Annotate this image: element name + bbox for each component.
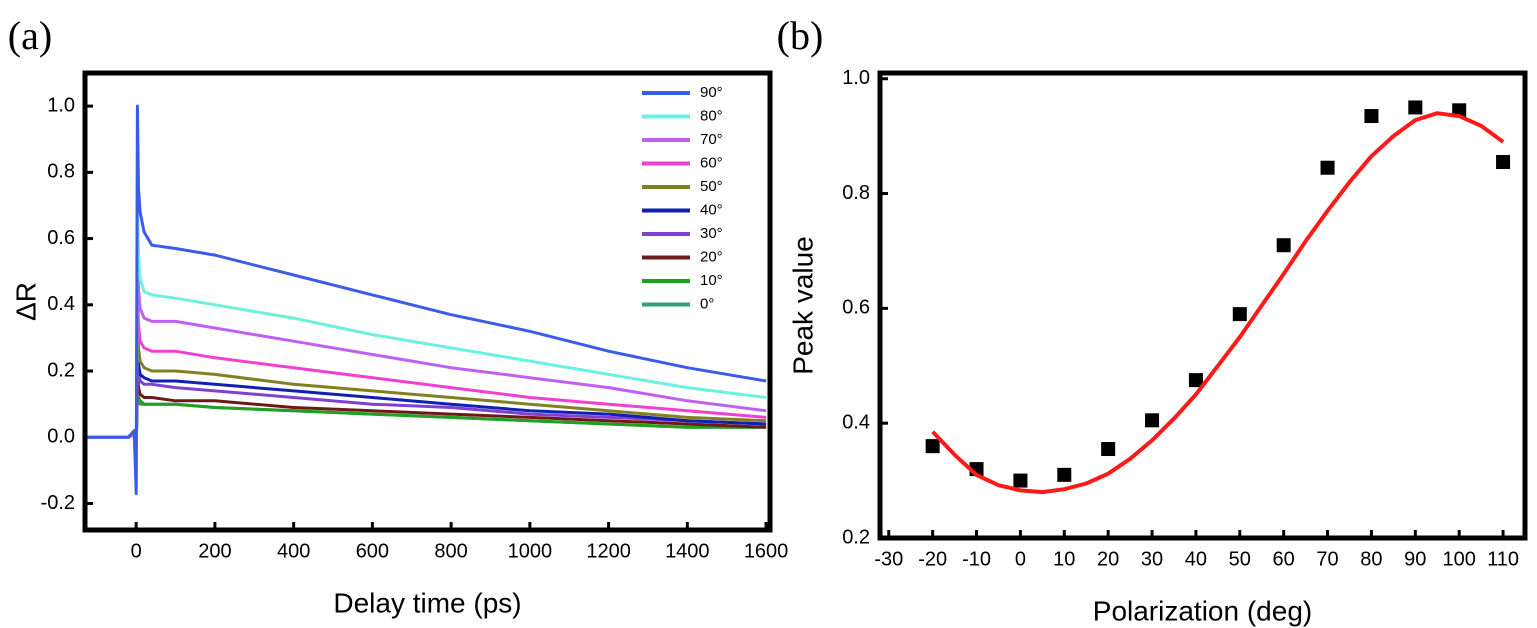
y-tick-label: 0.8 — [47, 161, 75, 183]
x-tick-label: 100 — [1442, 548, 1475, 570]
x-tick-label: 30 — [1141, 548, 1163, 570]
data-line — [931, 111, 1505, 495]
legend-label: 0° — [700, 295, 714, 312]
plot-frame — [82, 70, 773, 533]
legend-label: 70° — [700, 131, 723, 148]
marker — [1013, 473, 1028, 488]
y-tick-label: 0.2 — [47, 359, 75, 381]
legend-label: 60° — [700, 154, 723, 171]
x-tick-label: 70 — [1316, 548, 1338, 570]
x-tick-label: 50 — [1229, 548, 1251, 570]
y-tick-label: 0.8 — [842, 182, 870, 204]
x-tick-label: 1200 — [586, 540, 631, 562]
marker — [1232, 307, 1247, 322]
y-tick-label: 0.4 — [47, 293, 75, 315]
x-tick-label: 1600 — [744, 540, 789, 562]
x-axis-title: Polarization (deg) — [1093, 595, 1312, 626]
x-tick-label: 20 — [1097, 548, 1119, 570]
legend-label: 30° — [700, 225, 723, 242]
legend-label: 80° — [700, 107, 723, 124]
y-tick-label: 0.6 — [842, 297, 870, 319]
y-tick-label: 0.0 — [47, 426, 75, 448]
x-tick-label: 1400 — [665, 540, 710, 562]
marker — [1101, 442, 1116, 457]
x-tick-label: 60 — [1273, 548, 1295, 570]
x-tick-label: 0 — [131, 540, 142, 562]
legend-label: 10° — [700, 272, 723, 289]
panel-label: (a) — [8, 13, 52, 58]
panel: (b) -30 -20 -10 0 10 20 30 40 50 60 70 80 90 100 110 0.2… — [777, 13, 1528, 626]
x-tick-label: -30 — [874, 548, 903, 570]
y-tick-label: 0.2 — [842, 526, 870, 548]
x-tick-label: 90 — [1404, 548, 1426, 570]
x-tick-label: 10 — [1053, 548, 1075, 570]
legend-label: 40° — [700, 201, 723, 218]
marker — [1320, 160, 1335, 175]
panel-label: (b) — [777, 13, 824, 58]
marker — [925, 439, 940, 454]
marker — [1408, 100, 1423, 115]
x-tick-label: 200 — [198, 540, 231, 562]
x-tick-label: -20 — [918, 548, 947, 570]
y-tick-label: 0.4 — [842, 411, 870, 433]
panel: (a) 0 200 400 600 800 1000 1200 1400 1600 -0.2 0.0 0… — [8, 13, 789, 618]
marker — [1057, 467, 1072, 482]
marker — [1276, 238, 1291, 253]
plot-frame — [877, 70, 1528, 541]
x-tick-label: 0 — [1015, 548, 1026, 570]
x-tick-label: 400 — [277, 540, 310, 562]
marker — [1145, 413, 1160, 428]
y-axis-title: Peak value — [787, 236, 818, 375]
x-axis-title: Delay time (ps) — [333, 587, 521, 618]
marker — [1496, 154, 1511, 169]
y-tick-label: 0.6 — [47, 227, 75, 249]
marker — [1364, 109, 1379, 124]
y-tick-label: 1.0 — [47, 94, 75, 116]
data-line — [85, 104, 767, 496]
x-tick-label: 80 — [1360, 548, 1382, 570]
x-tick-label: 600 — [356, 540, 389, 562]
y-axis-title: ΔR — [10, 282, 41, 321]
x-tick-label: 800 — [434, 540, 467, 562]
x-tick-label: -10 — [962, 548, 991, 570]
legend-label: 90° — [700, 84, 723, 101]
legend-label: 50° — [700, 178, 723, 195]
x-tick-label: 1000 — [508, 540, 553, 562]
y-tick-label: 1.0 — [842, 67, 870, 89]
y-tick-label: -0.2 — [41, 492, 75, 514]
x-tick-label: 40 — [1185, 548, 1207, 570]
marker — [1188, 373, 1203, 388]
legend-label: 20° — [700, 248, 723, 265]
x-tick-label: 110 — [1487, 548, 1519, 570]
